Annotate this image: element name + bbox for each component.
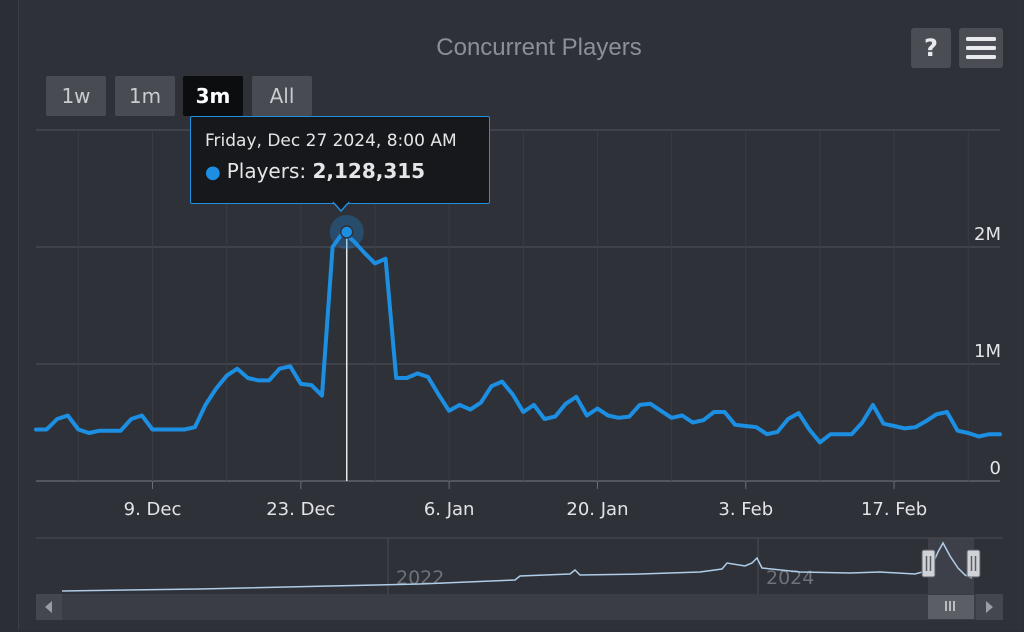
y-tick-label: 2M [974, 224, 1001, 245]
x-axis-labels: 9. Dec 23. Dec 6. Jan 20. Jan 3. Feb 17. Feb [124, 481, 927, 520]
x-tick-label: 3. Feb [718, 499, 773, 520]
x-tick-label: 20. Jan [566, 499, 628, 520]
range-button-3m[interactable]: 3m [183, 76, 243, 116]
y-tick-label: 0 [990, 458, 1001, 479]
chevron-left-icon [45, 601, 52, 613]
chart-container: Concurrent Players ? 1w 1m 3m All [18, 0, 1023, 630]
tooltip-date: Friday, Dec 27 2024, 8:00 AM [205, 131, 457, 151]
tooltip-value-row: ● Players: 2,128,315 [205, 159, 425, 183]
navigator-handle-right[interactable] [966, 549, 981, 578]
hover-point [339, 225, 354, 239]
scrollbar-track[interactable] [36, 594, 1003, 620]
range-button-all[interactable]: All [252, 76, 312, 116]
range-button-1w[interactable]: 1w [46, 76, 106, 116]
x-tick-label: 9. Dec [124, 499, 182, 520]
grid-lines [36, 129, 1000, 482]
chevron-right-icon [986, 601, 993, 613]
help-icon: ? [924, 34, 938, 62]
menu-button[interactable] [959, 28, 1003, 68]
x-tick-label: 6. Jan [424, 499, 475, 520]
series-line-players [34, 230, 1002, 445]
series-dot-icon: ● [205, 162, 221, 183]
range-button-1m[interactable]: 1m [115, 76, 175, 116]
tooltip-value: 2,128,315 [312, 159, 426, 183]
tooltip: Friday, Dec 27 2024, 8:00 AM ● Players: 2… [190, 116, 490, 204]
y-tick-label: 1M [974, 341, 1001, 362]
hamburger-menu-icon [966, 37, 996, 59]
help-button[interactable]: ? [911, 28, 951, 68]
navigator-selection[interactable] [928, 538, 974, 594]
scrollbar-thumb[interactable] [928, 595, 974, 619]
chart-title: Concurrent Players [436, 34, 642, 61]
navigator-series-line [61, 541, 973, 592]
x-tick-label: 23. Dec [266, 499, 335, 520]
grip-icon [945, 601, 955, 611]
navigator-year-label: 2022 [396, 567, 444, 589]
y-axis-labels: 0 1M 2M [974, 224, 1001, 479]
x-tick-label: 17. Feb [861, 499, 927, 520]
navigator-handle-left[interactable] [921, 549, 936, 578]
tooltip-series-label: Players: [226, 159, 307, 183]
